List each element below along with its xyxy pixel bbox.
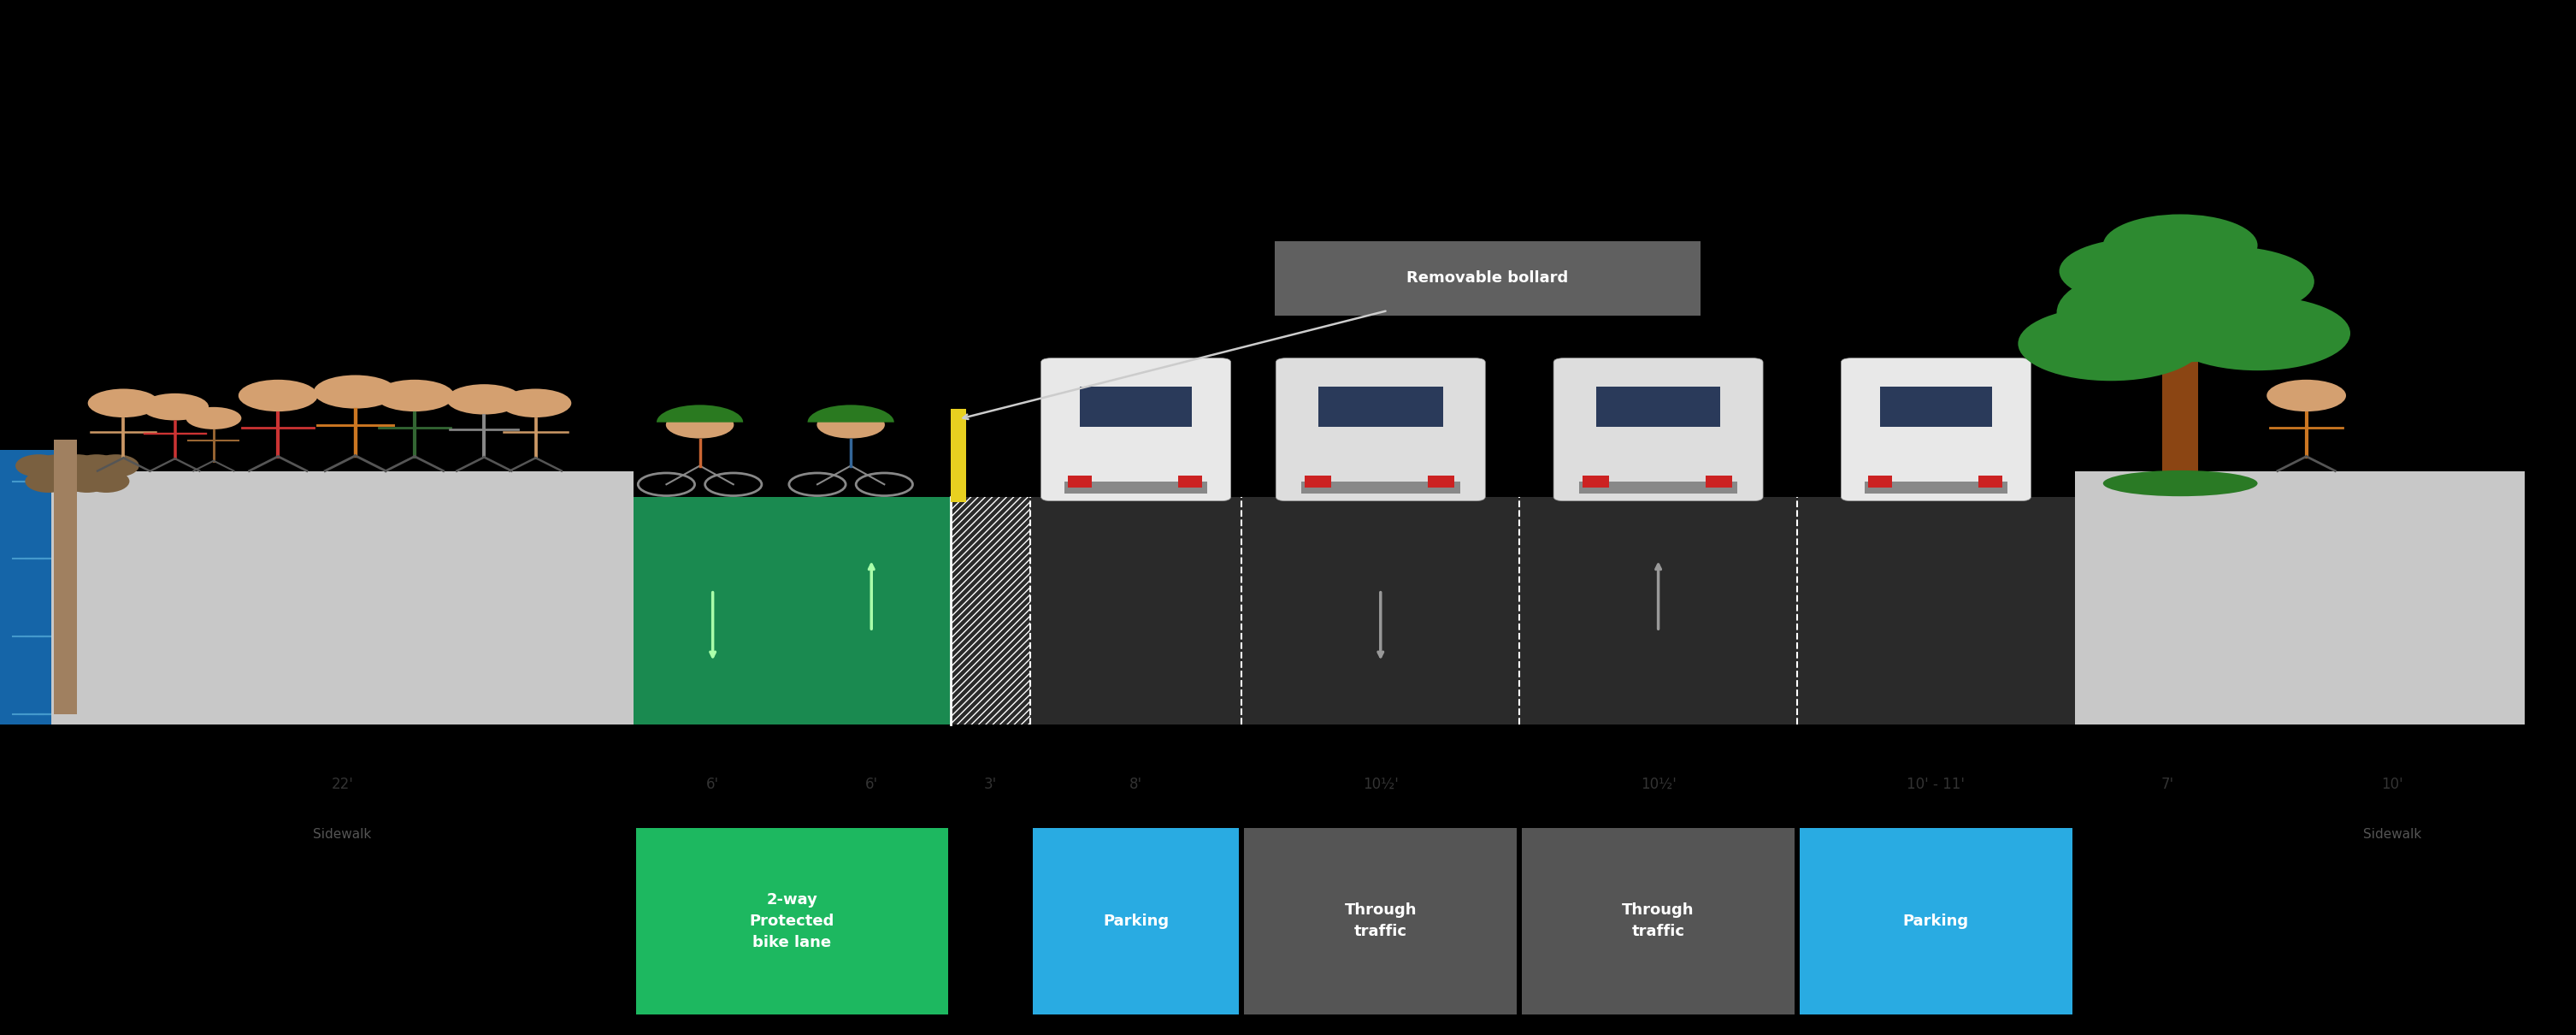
Circle shape — [817, 411, 884, 439]
Text: 3': 3' — [984, 776, 997, 792]
Circle shape — [2017, 306, 2202, 381]
Text: Sidewalk: Sidewalk — [2362, 828, 2421, 840]
Text: Parking: Parking — [1103, 914, 1170, 928]
Bar — [1244, 828, 1517, 1014]
Text: 10½': 10½' — [1363, 776, 1399, 792]
Text: Sidewalk: Sidewalk — [314, 828, 371, 840]
Bar — [951, 409, 966, 502]
Ellipse shape — [15, 454, 62, 477]
Text: 8': 8' — [1128, 776, 1141, 792]
Bar — [1033, 828, 1239, 1014]
Bar — [1177, 475, 1203, 487]
Ellipse shape — [36, 454, 80, 477]
Circle shape — [2138, 246, 2313, 317]
Text: Removable bollard: Removable bollard — [1406, 271, 1569, 286]
Ellipse shape — [26, 470, 72, 493]
Bar — [1801, 828, 2071, 1014]
Ellipse shape — [64, 470, 111, 493]
Circle shape — [2267, 380, 2347, 412]
Circle shape — [2058, 238, 2223, 304]
Bar — [636, 828, 948, 1014]
Ellipse shape — [72, 454, 118, 477]
Bar — [1582, 475, 1610, 487]
Bar — [1301, 481, 1461, 494]
Circle shape — [88, 389, 160, 417]
Bar — [1597, 386, 1721, 426]
Wedge shape — [806, 405, 894, 422]
Bar — [634, 497, 951, 724]
Text: Through
traffic: Through traffic — [1623, 903, 1695, 940]
FancyBboxPatch shape — [1041, 358, 1231, 501]
Ellipse shape — [44, 470, 90, 493]
FancyBboxPatch shape — [1275, 358, 1486, 501]
Bar — [1978, 475, 2002, 487]
Bar — [0, 450, 64, 724]
Bar — [52, 471, 634, 724]
Circle shape — [376, 380, 453, 412]
Circle shape — [500, 389, 572, 417]
FancyBboxPatch shape — [1275, 241, 1700, 316]
Bar — [2074, 471, 2259, 724]
Text: 22': 22' — [332, 776, 353, 792]
Bar — [1579, 481, 1739, 494]
Bar — [1069, 475, 1092, 487]
Text: 10½': 10½' — [1641, 776, 1677, 792]
Bar — [2259, 471, 2524, 724]
Circle shape — [314, 375, 397, 409]
Text: 2-way
Protected
bike lane: 2-way Protected bike lane — [750, 892, 835, 950]
Bar — [1868, 475, 1891, 487]
Bar — [1064, 481, 1208, 494]
Ellipse shape — [93, 454, 139, 477]
Wedge shape — [657, 405, 742, 422]
Circle shape — [185, 407, 242, 430]
Circle shape — [446, 384, 523, 414]
Circle shape — [2164, 296, 2349, 371]
Circle shape — [665, 411, 734, 439]
FancyBboxPatch shape — [1553, 358, 1762, 501]
Ellipse shape — [82, 470, 129, 493]
Bar — [1865, 481, 2007, 494]
Text: Through
traffic: Through traffic — [1345, 903, 1417, 940]
Bar — [634, 497, 2074, 724]
Bar — [1705, 475, 1731, 487]
Circle shape — [2102, 214, 2257, 276]
Ellipse shape — [54, 454, 100, 477]
Text: 10' - 11': 10' - 11' — [1906, 776, 1965, 792]
Bar — [1319, 386, 1443, 426]
Circle shape — [240, 380, 317, 412]
Circle shape — [142, 393, 209, 420]
Bar — [951, 497, 1030, 724]
Text: 6': 6' — [866, 776, 878, 792]
Text: 10': 10' — [2380, 776, 2403, 792]
Bar — [951, 497, 1030, 724]
Text: 6': 6' — [706, 776, 719, 792]
Bar — [54, 440, 77, 714]
FancyBboxPatch shape — [1842, 358, 2030, 501]
Circle shape — [2056, 263, 2303, 362]
Bar — [2161, 331, 2197, 489]
Bar — [1306, 475, 1332, 487]
Ellipse shape — [2102, 470, 2257, 496]
Bar — [1427, 475, 1455, 487]
Bar — [1079, 386, 1193, 426]
Bar — [1522, 828, 1795, 1014]
Text: Parking: Parking — [1904, 914, 1968, 928]
Text: 7': 7' — [2161, 776, 2174, 792]
Bar — [1880, 386, 1991, 426]
